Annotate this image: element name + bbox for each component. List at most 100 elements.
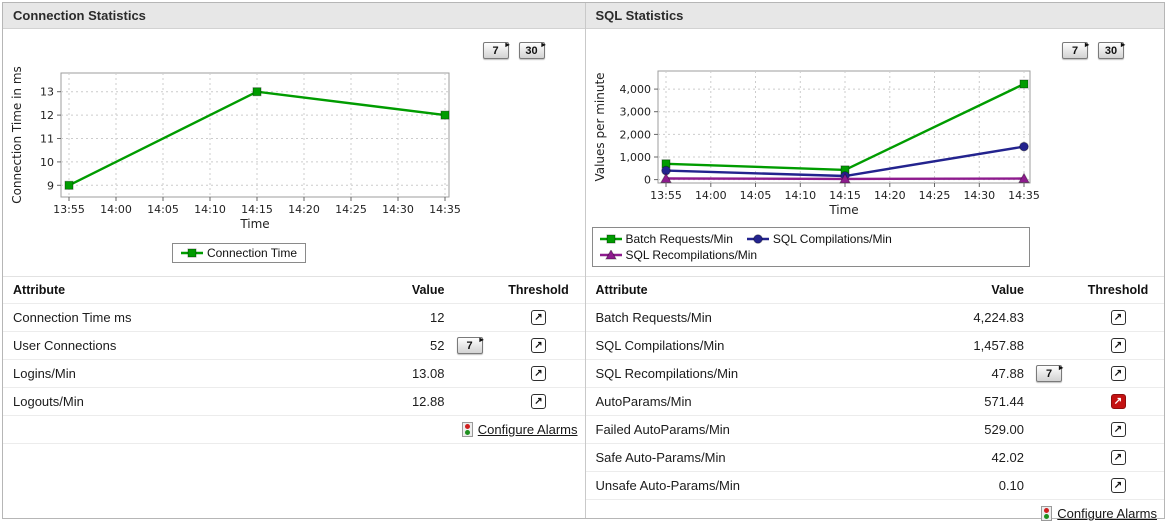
threshold-icon[interactable]: ↗ bbox=[531, 366, 546, 381]
threshold-icon[interactable]: ↗ bbox=[531, 338, 546, 353]
svg-text:13: 13 bbox=[40, 86, 54, 99]
table-row: Logouts/Min 12.88 ↗ bbox=[3, 388, 585, 416]
attributes-table: Attribute Value Threshold Connection Tim… bbox=[3, 276, 585, 444]
value-cell: 1,457.88 bbox=[973, 338, 1024, 353]
attribute-cell: SQL Recompilations/Min bbox=[595, 366, 739, 381]
history-30-days-button[interactable]: 30 ▸ bbox=[518, 40, 546, 59]
svg-text:Time: Time bbox=[828, 203, 858, 217]
svg-text:3,000: 3,000 bbox=[619, 106, 651, 119]
legend-label: Batch Requests/Min bbox=[625, 232, 733, 246]
value-header: Value bbox=[411, 283, 445, 297]
chart-legend: Batch Requests/Min SQL Compilations/Min SQ… bbox=[586, 227, 1165, 267]
table-header-row: Attribute Value Threshold bbox=[3, 277, 585, 304]
history-7-days-button[interactable]: 7 ▸ bbox=[1062, 40, 1089, 59]
svg-text:12: 12 bbox=[40, 109, 54, 122]
svg-text:9: 9 bbox=[47, 179, 54, 192]
threshold-icon[interactable]: ↗ bbox=[1110, 310, 1126, 325]
svg-text:14:25: 14:25 bbox=[918, 189, 950, 202]
attribute-cell: Failed AutoParams/Min bbox=[595, 422, 730, 437]
svg-text:14:00: 14:00 bbox=[694, 189, 726, 202]
svg-text:13:55: 13:55 bbox=[53, 203, 85, 216]
svg-text:11: 11 bbox=[40, 133, 54, 146]
chart-zone: 7 ▸ 30 ▸ 9 10 11 12 13 13:55 14:00 14:05 14:10 14:1… bbox=[3, 29, 585, 276]
table-row: User Connections 52 7 ▸ ↗ bbox=[3, 332, 585, 360]
history-7-days-button[interactable]: 7 ▸ bbox=[1036, 363, 1063, 382]
svg-text:14:05: 14:05 bbox=[147, 203, 179, 216]
svg-text:14:20: 14:20 bbox=[288, 203, 320, 216]
legend-item: SQL Compilations/Min bbox=[746, 232, 892, 246]
button-arrow-icon: ▸ bbox=[541, 40, 546, 49]
sql-statistics-chart: 0 1,000 2,000 3,000 4,000 13:55 14:00 14:05 14:1… bbox=[593, 70, 1039, 217]
history-7-days-label: 7 bbox=[1045, 367, 1053, 380]
threshold-icon[interactable]: ↗ bbox=[1110, 450, 1126, 465]
svg-text:14:30: 14:30 bbox=[382, 203, 414, 216]
table-rows: Connection Time ms 12 ↗ User Connections 52 7… bbox=[3, 304, 585, 416]
alarm-traffic-light-icon bbox=[461, 422, 473, 437]
alarm-traffic-light-icon bbox=[1041, 506, 1053, 521]
button-arrow-icon: ▸ bbox=[505, 40, 510, 49]
svg-text:14:05: 14:05 bbox=[739, 189, 771, 202]
threshold-header: Threshold bbox=[508, 283, 569, 297]
svg-text:14:35: 14:35 bbox=[429, 203, 461, 216]
threshold-icon[interactable]: ↗ bbox=[1110, 422, 1126, 437]
svg-text:14:15: 14:15 bbox=[241, 203, 273, 216]
attribute-cell: Logouts/Min bbox=[13, 394, 84, 409]
table-row: Batch Requests/Min 4,224.83 ↗ bbox=[585, 304, 1164, 332]
threshold-cell: ↗ bbox=[495, 394, 583, 409]
history-7-days-button[interactable]: 7 ▸ bbox=[456, 335, 484, 354]
value-cell: 12.88 bbox=[411, 394, 445, 409]
attribute-header: Attribute bbox=[13, 283, 66, 297]
legend-marker-icon bbox=[599, 250, 622, 260]
threshold-header: Threshold bbox=[1087, 283, 1149, 297]
legend-label: SQL Compilations/Min bbox=[772, 232, 892, 246]
svg-text:14:30: 14:30 bbox=[963, 189, 995, 202]
legend-item: SQL Recompilations/Min bbox=[599, 248, 758, 262]
history-cell: 7 ▸ bbox=[445, 335, 495, 354]
attributes-table: Attribute Value Threshold Batch Requests… bbox=[585, 276, 1165, 523]
threshold-cell: ↗ bbox=[495, 310, 583, 325]
threshold-icon[interactable]: ↗ bbox=[531, 394, 546, 409]
table-row: AutoParams/Min 571.44 ↗ bbox=[585, 388, 1164, 416]
svg-text:4,000: 4,000 bbox=[619, 83, 651, 96]
svg-text:1,000: 1,000 bbox=[619, 151, 651, 164]
threshold-icon[interactable]: ↗ bbox=[531, 310, 546, 325]
red-dot-icon bbox=[464, 424, 470, 429]
value-cell: 571.44 bbox=[984, 394, 1024, 409]
threshold-alert-icon[interactable]: ↗ bbox=[1110, 394, 1126, 409]
panel-title: SQL Statistics bbox=[585, 3, 1164, 29]
legend-label: Connection Time bbox=[206, 246, 298, 260]
legend-label: SQL Recompilations/Min bbox=[625, 248, 758, 262]
threshold-cell: ↗ bbox=[1074, 478, 1162, 493]
attribute-cell: Connection Time ms bbox=[13, 310, 132, 325]
configure-alarms-link[interactable]: Configure Alarms bbox=[477, 422, 578, 437]
svg-text:2,000: 2,000 bbox=[619, 128, 651, 141]
svg-text:Connection Time in ms: Connection Time in ms bbox=[10, 66, 24, 204]
svg-text:Time: Time bbox=[239, 217, 269, 231]
history-30-days-label: 30 bbox=[525, 44, 538, 57]
history-30-days-button[interactable]: 30 ▸ bbox=[1098, 40, 1125, 59]
button-arrow-icon: ▸ bbox=[1058, 363, 1063, 372]
value-cell: 12 bbox=[430, 310, 445, 325]
threshold-icon[interactable]: ↗ bbox=[1110, 478, 1126, 493]
history-cell: 7 ▸ bbox=[1024, 363, 1074, 382]
history-7-days-button[interactable]: 7 ▸ bbox=[482, 40, 510, 59]
chart-toolbar: 7 ▸ 30 ▸ bbox=[586, 29, 1165, 61]
chart-zone: 7 ▸ 30 ▸ 0 1,000 2,000 3,000 4,000 13:55 14:00 14… bbox=[586, 29, 1165, 276]
attribute-cell: SQL Compilations/Min bbox=[595, 338, 725, 353]
red-dot-icon bbox=[1044, 508, 1050, 513]
threshold-icon[interactable]: ↗ bbox=[1110, 338, 1126, 353]
history-7-days-label: 7 bbox=[466, 339, 473, 352]
legend-item: Connection Time bbox=[180, 246, 298, 260]
table-row: SQL Recompilations/Min 47.88 7 ▸ ↗ bbox=[585, 360, 1164, 388]
configure-alarms-row: Configure Alarms bbox=[586, 500, 1165, 523]
value-cell: 52 bbox=[430, 338, 445, 353]
threshold-cell: ↗ bbox=[1074, 394, 1162, 409]
history-7-days-label: 7 bbox=[1071, 44, 1079, 57]
threshold-cell: ↗ bbox=[1074, 422, 1162, 437]
threshold-icon[interactable]: ↗ bbox=[1110, 366, 1126, 381]
value-cell: 4,224.83 bbox=[973, 310, 1024, 325]
configure-alarms-link[interactable]: Configure Alarms bbox=[1057, 506, 1157, 521]
attribute-header: Attribute bbox=[595, 283, 648, 297]
svg-text:14:10: 14:10 bbox=[784, 189, 816, 202]
